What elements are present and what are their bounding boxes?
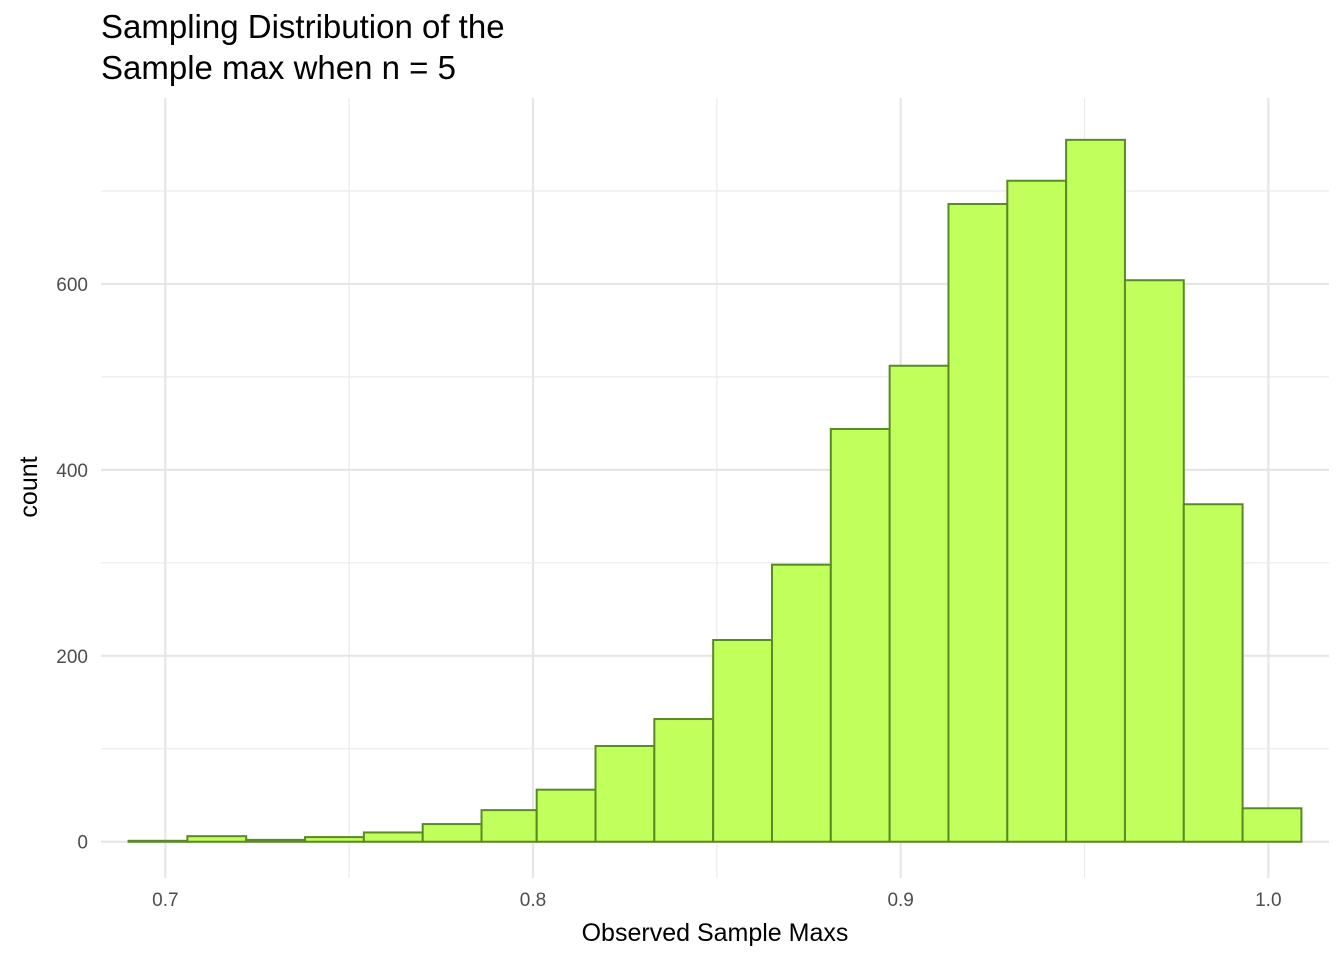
chart-title-line-1: Sampling Distribution of the (101, 8, 505, 45)
chart-title-line-2: Sample max when n = 5 (101, 49, 456, 86)
histogram-bars (127, 138, 1303, 843)
y-axis-tick-labels: 0 200 400 600 (56, 275, 88, 854)
histogram-bar (304, 836, 365, 843)
histogram-bar (421, 823, 483, 843)
histogram-bar (947, 202, 1009, 843)
x-tick-label: 0.7 (152, 890, 178, 911)
histogram-bar (480, 809, 538, 843)
histogram-bar (186, 835, 248, 843)
x-tick-label: 0.9 (887, 890, 913, 911)
histogram-bar (362, 831, 424, 843)
histogram-bar (245, 838, 307, 843)
histogram-bar (594, 744, 656, 843)
x-tick-label: 1.0 (1255, 890, 1281, 911)
histogram-bar (712, 639, 773, 843)
y-tick-label: 600 (56, 275, 88, 296)
histogram-bar (653, 718, 715, 843)
histogram-bar (770, 563, 832, 843)
histogram-bar (1241, 807, 1303, 843)
y-axis-title: count (15, 456, 43, 517)
histogram-bar (888, 364, 950, 843)
histogram-bar (1182, 503, 1244, 843)
y-tick-label: 0 (77, 833, 88, 854)
x-axis-title: Observed Sample Maxs (582, 919, 849, 947)
histogram-bar (1123, 279, 1185, 843)
x-tick-label: 0.8 (520, 890, 546, 911)
histogram-bar (535, 788, 597, 843)
histogram-bar (1006, 179, 1068, 843)
histogram-bar (1065, 138, 1126, 843)
histogram-bar (127, 839, 189, 843)
y-tick-label: 400 (56, 461, 88, 482)
histogram-bar (829, 427, 891, 843)
y-tick-label: 200 (56, 647, 88, 668)
x-axis-tick-labels: 0.7 0.8 0.9 1.0 (152, 890, 1281, 911)
